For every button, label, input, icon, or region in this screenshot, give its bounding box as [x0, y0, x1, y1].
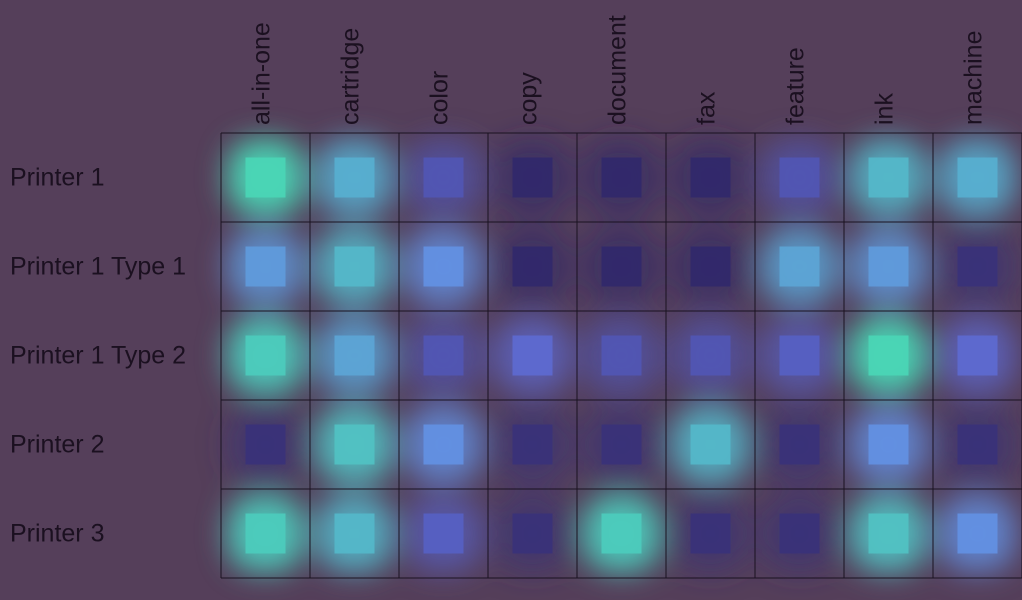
heatmap-cell: [779, 157, 820, 198]
heatmap-cell: [334, 157, 375, 198]
column-labels: all-in-one cartridge color copy document fax f…: [248, 15, 988, 125]
heatmap-cell: [512, 424, 553, 465]
column-label: document: [604, 15, 632, 125]
heatmap-cell-layer: [245, 157, 998, 554]
heatmap-cell: [334, 424, 375, 465]
heatmap-cell: [779, 335, 820, 376]
heatmap-cell: [957, 157, 998, 198]
heatmap-cell: [868, 246, 909, 287]
row-label: Printer 3: [10, 520, 104, 548]
heatmap-cell: [690, 157, 731, 198]
heatmap-cell: [245, 157, 286, 198]
heatmap-cell: [601, 335, 642, 376]
heatmap-cell: [245, 335, 286, 376]
heatmap-cell: [334, 513, 375, 554]
heatmap-cell: [512, 246, 553, 287]
column-label: feature: [782, 47, 810, 125]
row-label: Printer 2: [10, 431, 104, 459]
row-label: Printer 1: [10, 164, 104, 192]
heatmap-cell: [690, 513, 731, 554]
heatmap-cell: [690, 246, 731, 287]
heatmap-cell: [334, 335, 375, 376]
column-label: fax: [693, 91, 721, 125]
row-labels: Printer 1 Printer 1 Type 1 Printer 1 Type …: [10, 164, 186, 548]
heatmap-cell: [512, 513, 553, 554]
heatmap-cell: [957, 513, 998, 554]
heatmap-cell: [601, 513, 642, 554]
heatmap-cell: [245, 246, 286, 287]
row-label: Printer 1 Type 2: [10, 342, 186, 370]
heatmap-cell: [423, 335, 464, 376]
heatmap-cell: [601, 246, 642, 287]
column-label: all-in-one: [248, 22, 276, 125]
column-label: color: [426, 71, 454, 125]
heatmap-cell: [957, 424, 998, 465]
heatmap-cell: [957, 335, 998, 376]
column-label: cartridge: [337, 28, 365, 125]
heatmap-cell: [868, 157, 909, 198]
row-label: Printer 1 Type 1: [10, 253, 186, 281]
heatmap-cell: [690, 335, 731, 376]
heatmap-cell: [512, 157, 553, 198]
heatmap-cell: [512, 335, 553, 376]
heatmap-cell: [423, 513, 464, 554]
heatmap-cell: [245, 424, 286, 465]
heatmap-cell: [868, 513, 909, 554]
heatmap-cell: [245, 513, 286, 554]
heatmap-cell: [423, 246, 464, 287]
heatmap-cell: [868, 335, 909, 376]
column-label: machine: [960, 31, 988, 126]
column-label: ink: [871, 93, 899, 125]
heatmap-cell: [423, 424, 464, 465]
heatmap-cell: [334, 246, 375, 287]
heatmap-cell: [423, 157, 464, 198]
heatmap-cell: [779, 246, 820, 287]
heatmap-cell: [957, 246, 998, 287]
heatmap-cell: [690, 424, 731, 465]
heatmap-cell: [601, 424, 642, 465]
heatmap-cell: [779, 513, 820, 554]
heatmap-cell: [779, 424, 820, 465]
heatmap-cell: [601, 157, 642, 198]
heatmap-cell: [868, 424, 909, 465]
heatmap-grid: [220, 132, 1022, 579]
column-label: copy: [515, 72, 543, 125]
